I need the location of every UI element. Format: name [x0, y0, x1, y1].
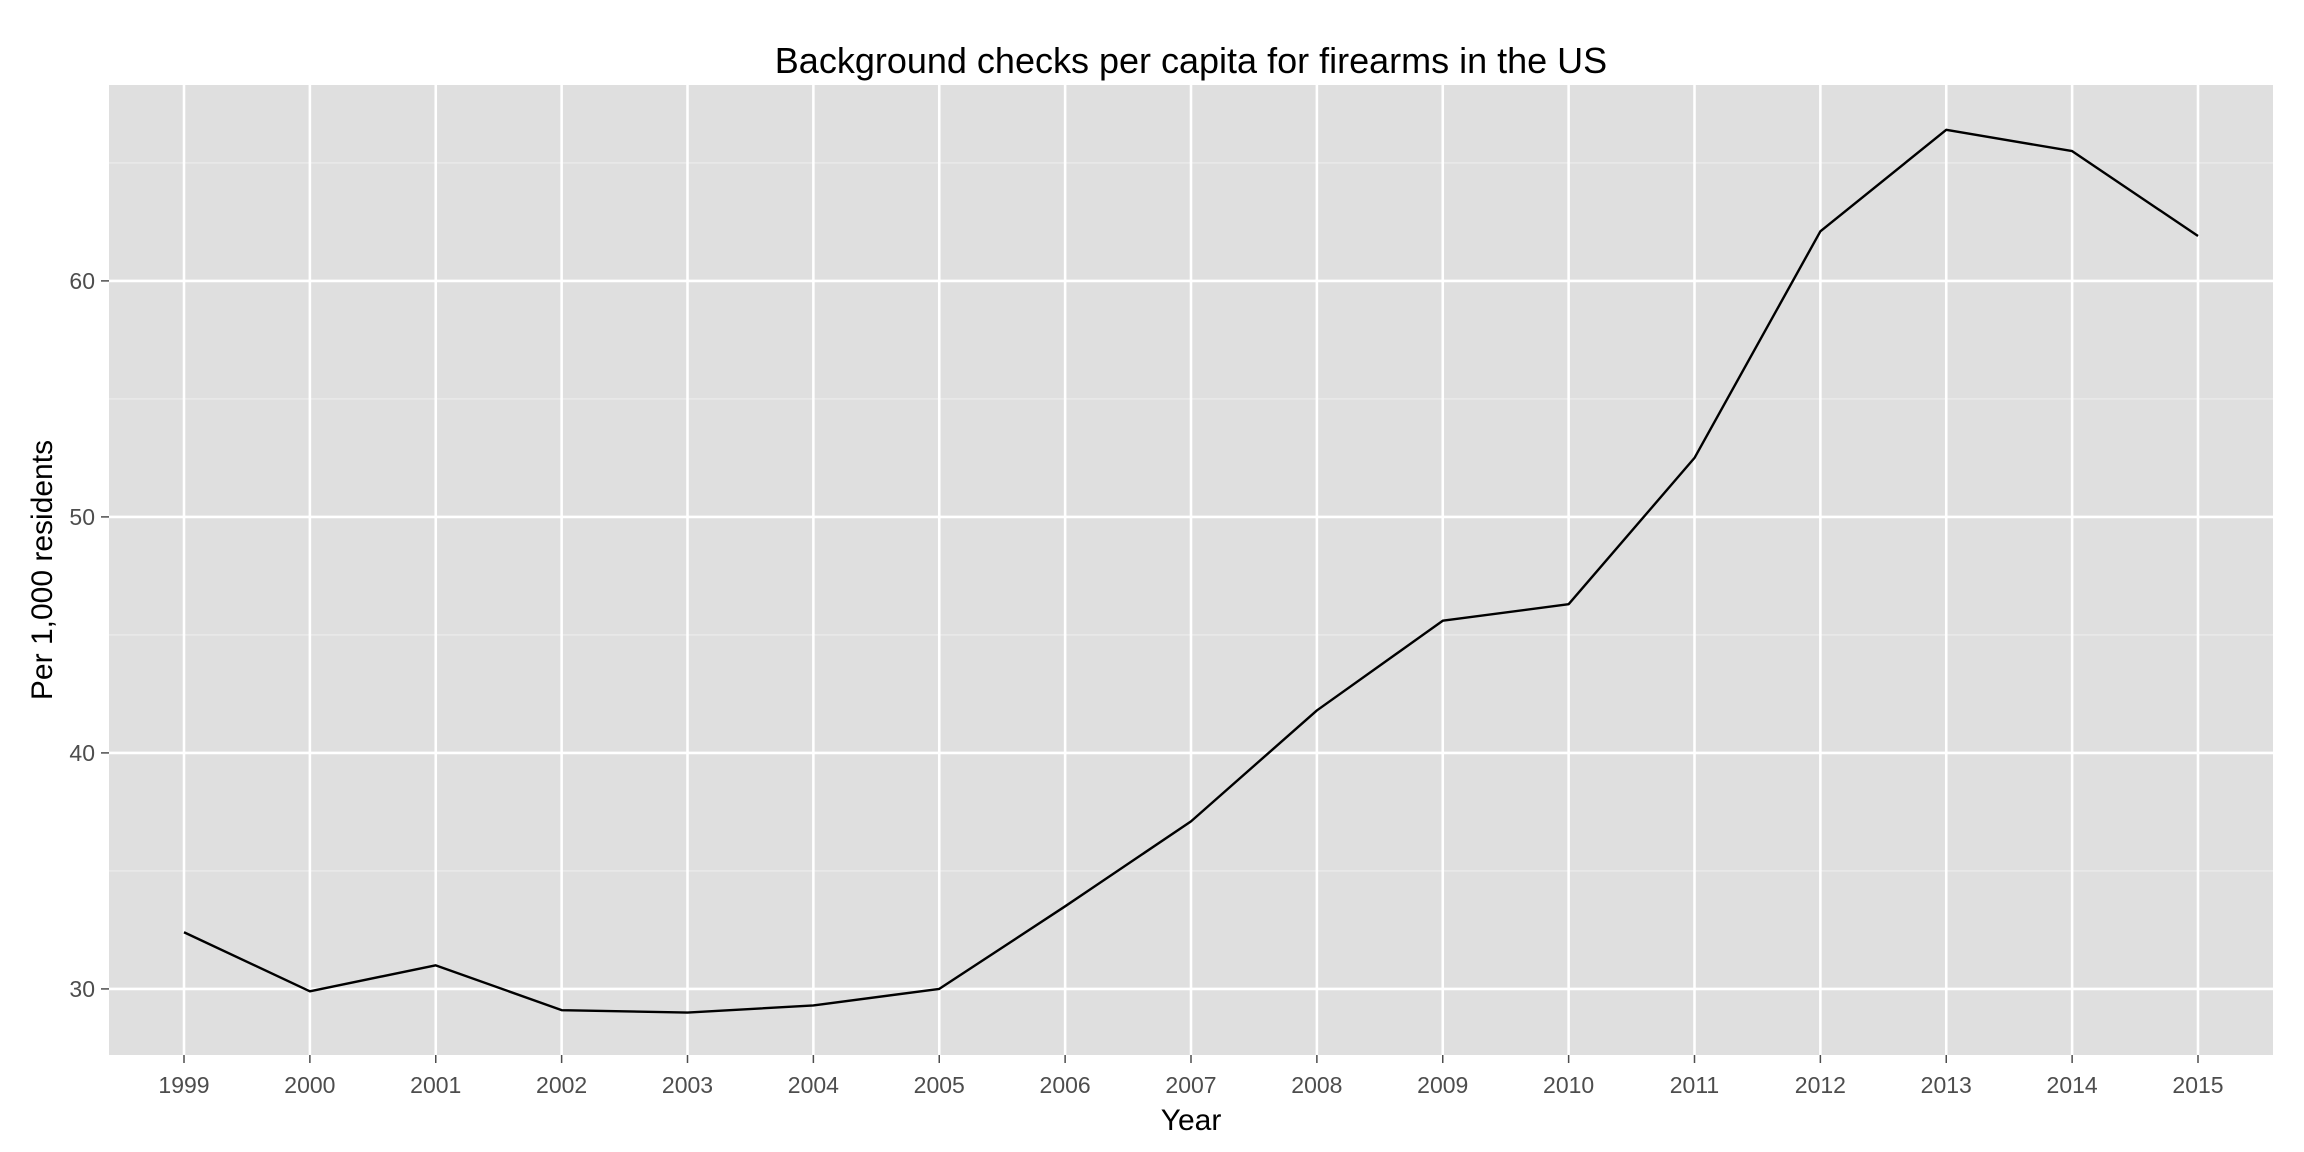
x-tick-label: 2002 [536, 1072, 587, 1098]
x-tick-label: 2007 [1165, 1072, 1216, 1098]
x-tick-label: 2000 [284, 1072, 335, 1098]
x-tick-label: 2008 [1291, 1072, 1342, 1098]
x-tick-label: 2006 [1040, 1072, 1091, 1098]
y-tick-label: 60 [69, 268, 95, 294]
x-tick-label: 2001 [410, 1072, 461, 1098]
tick-labels: 30 40 50 60 1999 2000 2001 2002 2003 2004 2005 2006… [69, 268, 2223, 1098]
series-line [183, 128, 2199, 1014]
x-tick-label: 2013 [1921, 1072, 1972, 1098]
major-gridlines [109, 85, 2273, 1055]
x-tick-label: 2015 [2172, 1072, 2223, 1098]
x-tick-label: 2012 [1795, 1072, 1846, 1098]
x-tick-label: 2003 [662, 1072, 713, 1098]
x-axis-title: Year [1161, 1104, 1222, 1137]
y-axis-title: Per 1,000 residents [26, 440, 59, 700]
x-tick-label: 2010 [1543, 1072, 1594, 1098]
y-tick-label: 30 [69, 976, 95, 1002]
series-layer [183, 128, 2199, 1014]
tick-marks [101, 280, 2199, 1063]
chart-title: Background checks per capita for firearm… [775, 40, 1607, 81]
x-tick-label: 1999 [158, 1072, 209, 1098]
x-tick-label: 2009 [1417, 1072, 1468, 1098]
x-tick-label: 2011 [1670, 1072, 1719, 1098]
x-tick-label: 2004 [788, 1072, 839, 1098]
x-tick-label: 2005 [914, 1072, 965, 1098]
y-tick-label: 40 [69, 740, 95, 766]
y-tick-label: 50 [69, 504, 95, 530]
x-tick-label: 2014 [2047, 1072, 2098, 1098]
